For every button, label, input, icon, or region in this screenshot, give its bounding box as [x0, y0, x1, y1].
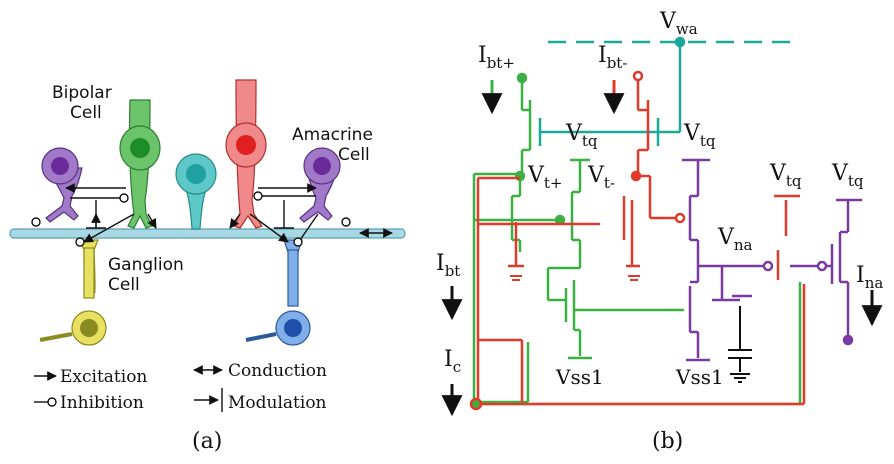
bipolar-label-1: Bipolar [52, 83, 112, 103]
vtq-label-2: Vtq [683, 121, 716, 150]
vna-label: Vna [717, 225, 753, 254]
vt-minus-label: Vt- [587, 163, 615, 192]
caption-b: (b) [652, 429, 683, 454]
pink-cell [225, 79, 267, 229]
panel-b: Vwa [436, 9, 883, 454]
amacrine-right [299, 147, 341, 223]
vwa-bus [538, 36, 790, 146]
blue-cell [245, 239, 311, 346]
legend-conduction: Conduction [228, 361, 327, 381]
legend-inhibition: Inhibition [60, 393, 144, 413]
ina-label: Ina [856, 263, 883, 292]
red-grounds [510, 275, 640, 281]
vss1-label-2: Vss1 [675, 365, 724, 389]
amacrine-label-1: Amacrine [292, 125, 373, 145]
vtq-label-4: Vtq [831, 161, 864, 190]
amacrine-left [41, 147, 83, 223]
caption-a: (a) [192, 429, 222, 454]
purple-branch [682, 158, 862, 362]
ganglion-label-2: Cell [108, 275, 140, 295]
bipolar-cell [119, 99, 161, 229]
ganglion-label-1: Ganglion [108, 255, 184, 275]
amacrine-label-2: Cell [338, 145, 370, 165]
ibt-plus-label: Ibt+ [478, 43, 515, 72]
vss1-label-1: Vss1 [555, 365, 604, 389]
ic-label: Ic [444, 347, 461, 376]
ibt-minus-label: Ibt- [598, 43, 627, 72]
red-branch [469, 70, 806, 411]
ground-symbols [728, 306, 752, 383]
vt-plus-label: Vt+ [527, 163, 563, 192]
ibt-label: Ibt [436, 251, 460, 280]
vwa-label: Vwa [659, 9, 698, 38]
bipolar-label-2: Cell [70, 103, 102, 123]
ganglion-cell [39, 239, 107, 346]
panel-a: Bipolar Cell Amacrine Cell Ganglion Cell… [9, 79, 406, 454]
teal-cell [175, 153, 217, 230]
vtq-label-1: Vtq [565, 121, 598, 150]
legend-excitation: Excitation [60, 367, 147, 387]
legend-modulation: Modulation [228, 393, 327, 413]
membrane-process [9, 228, 406, 239]
legend: Excitation Inhibition Conduction Modulat… [34, 361, 327, 413]
vtq-label-3: Vtq [769, 161, 802, 190]
synapses [31, 183, 393, 247]
